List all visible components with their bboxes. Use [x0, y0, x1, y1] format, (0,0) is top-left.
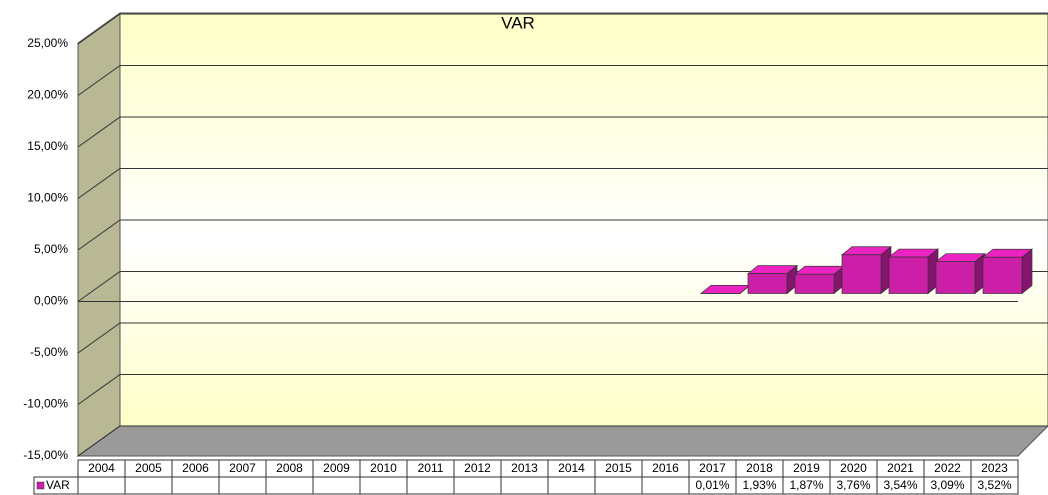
x-tick-label: 2016 — [652, 461, 679, 475]
y-tick-label: -15,00% — [23, 448, 68, 462]
table-legend-cell — [33, 476, 79, 495]
x-tick-label: 2010 — [370, 461, 397, 475]
floor — [76, 425, 1048, 457]
grid-line — [77, 65, 1048, 96]
grid-line — [77, 219, 1048, 251]
data-label: 3,76% — [836, 478, 870, 492]
data-label: 3,52% — [977, 478, 1011, 492]
y-tick-label: 0,00% — [34, 294, 68, 308]
grid-line — [77, 322, 1048, 354]
grid-line — [77, 116, 1048, 148]
x-tick-label: 2008 — [276, 461, 303, 475]
x-tick-label: 2006 — [182, 461, 209, 475]
x-tick-label: 2007 — [229, 461, 256, 475]
legend-label: VAR — [46, 478, 70, 492]
bar-side — [1021, 248, 1033, 295]
x-tick-label: 2019 — [793, 461, 820, 475]
data-label: 3,54% — [883, 478, 917, 492]
grid-line — [77, 374, 1048, 405]
bar — [935, 261, 976, 294]
data-label: 1,87% — [789, 478, 823, 492]
chart-title: VAR — [501, 13, 535, 32]
x-tick-label: 2009 — [323, 461, 350, 475]
grid-line — [77, 13, 1048, 45]
data-label: 1,93% — [742, 478, 776, 492]
x-tick-label: 2021 — [887, 461, 914, 475]
bar — [888, 256, 929, 294]
x-tick-label: 2004 — [88, 461, 115, 475]
legend-swatch — [36, 481, 45, 490]
data-label: 0,01% — [695, 478, 729, 492]
y-tick-label: 15,00% — [27, 139, 68, 153]
x-tick-label: 2013 — [511, 461, 538, 475]
y-tick-label: 5,00% — [34, 242, 68, 256]
x-tick-label: 2011 — [418, 461, 444, 475]
x-tick-label: 2005 — [135, 461, 162, 475]
x-tick-label: 2020 — [840, 461, 867, 475]
bar — [841, 254, 882, 294]
bar — [794, 273, 835, 294]
x-tick-label: 2015 — [605, 461, 632, 475]
x-tick-label: 2014 — [558, 461, 585, 475]
y-tick-label: -5,00% — [30, 345, 68, 359]
y-tick-label: 10,00% — [27, 191, 68, 205]
x-tick-label: 2023 — [981, 461, 1008, 475]
y-tick-label: 20,00% — [27, 88, 68, 102]
grid-line — [77, 425, 1048, 457]
y-tick-label: -10,00% — [23, 397, 68, 411]
data-label: 3,09% — [930, 478, 964, 492]
bar — [747, 273, 788, 294]
y-tick-label: 25,00% — [27, 36, 68, 50]
x-tick-label: 2017 — [699, 461, 726, 475]
x-tick-label: 2012 — [464, 461, 491, 475]
bar — [982, 256, 1023, 294]
x-tick-label: 2022 — [934, 461, 961, 475]
grid-line — [77, 168, 1048, 199]
grid-line — [77, 271, 1048, 302]
x-tick-label: 2018 — [746, 461, 773, 475]
